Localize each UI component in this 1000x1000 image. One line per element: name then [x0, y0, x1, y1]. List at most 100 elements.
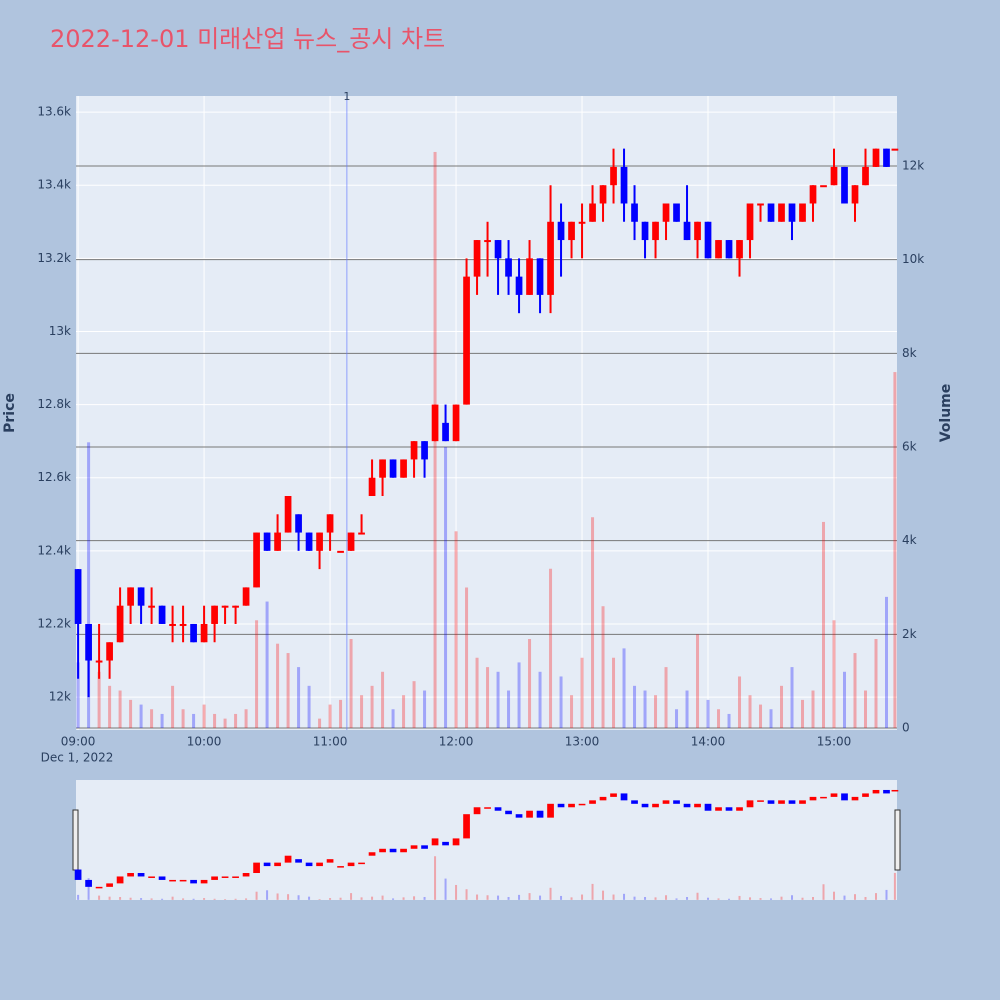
volume-bar-mini [633, 896, 636, 900]
volume-bar [853, 653, 857, 728]
volume-bar-mini [560, 895, 563, 900]
volume-bar-mini [801, 897, 804, 900]
volume-bar-mini [791, 895, 794, 900]
candle-body-mini [557, 803, 565, 808]
candle-body-mini [526, 810, 533, 818]
candle-body [683, 221, 691, 241]
plot-area [76, 96, 897, 730]
volume-bar-mini [98, 895, 101, 900]
candle-body [127, 587, 134, 606]
candle-body-mini [830, 793, 838, 797]
x-tick-label: 13:00 [565, 735, 600, 749]
candle-body [536, 258, 544, 295]
candle-body [547, 221, 554, 295]
candle-body [473, 240, 481, 277]
candle-body [610, 166, 617, 186]
y-tick-label: 13.6k [37, 105, 71, 119]
volume-bar-mini [371, 896, 374, 900]
volume-bar-mini [612, 894, 615, 900]
volume-bar [832, 620, 836, 728]
candle-body-mini [431, 838, 439, 846]
volume-bar-mini [570, 897, 573, 900]
slider-handle[interactable] [72, 809, 79, 871]
candle-body-mini [683, 803, 691, 808]
candle-body-mini [589, 800, 596, 804]
y-tick-label: 13.4k [37, 178, 71, 192]
candle-body [599, 185, 607, 204]
candle-body-mini [295, 859, 302, 863]
volume-bar [349, 639, 353, 728]
volume-bar-mini [119, 897, 122, 900]
volume-bar-mini [497, 895, 500, 900]
volume-bar [139, 704, 143, 728]
volume-bar-mini [213, 898, 216, 900]
candle-body-mini [232, 876, 239, 878]
volume-bar-mini [171, 896, 174, 900]
candle-body-mini [410, 845, 418, 849]
candle-body [746, 203, 754, 241]
candle-body-mini [673, 800, 680, 804]
volume-bar [580, 657, 584, 728]
candle-body [452, 404, 460, 442]
volume-bar [318, 718, 322, 728]
candle-body [106, 642, 113, 661]
candle-body-mini [253, 862, 260, 874]
candle-body-mini [221, 876, 229, 878]
volume-bar-mini [885, 889, 888, 900]
volume-bar [496, 671, 500, 728]
y-tick-label: 13k [49, 324, 71, 338]
volume-bar-mini [780, 896, 783, 900]
volume-bar-mini [749, 897, 752, 900]
candle-body-mini [421, 845, 428, 849]
volume-bar-mini [833, 891, 836, 900]
candle-body-mini [652, 803, 659, 808]
candle-body [295, 514, 302, 533]
volume-bar [885, 596, 889, 728]
volume-bar [118, 690, 122, 728]
volume-bar [570, 695, 574, 728]
candle-body-mini [127, 873, 134, 877]
volume-bar-mini [738, 895, 741, 900]
volume-bar [328, 704, 332, 728]
volume-bar [874, 639, 878, 728]
candle-body [368, 477, 376, 496]
volume-bar-mini [150, 898, 153, 900]
range-slider[interactable] [76, 780, 897, 900]
volume-bar [276, 643, 280, 728]
volume-bar-mini [108, 896, 111, 900]
candle-body [589, 203, 596, 222]
volume-bar-mini [255, 891, 258, 900]
candle-body [631, 203, 638, 222]
candle-body [799, 203, 806, 222]
candle-body-mini [442, 841, 449, 846]
volume-bar-mini [759, 898, 762, 900]
candle-body-mini [74, 869, 82, 880]
candle-body [200, 623, 208, 643]
candle-body [526, 258, 533, 295]
slider-handle[interactable] [894, 809, 901, 871]
volume-bar-mini [654, 897, 657, 900]
candle-body-mini [274, 862, 281, 867]
volume-bar [360, 695, 364, 728]
candle-body [788, 203, 796, 222]
candle-body [778, 203, 785, 222]
candle-body [169, 623, 176, 626]
candle-body-mini [505, 810, 512, 815]
candle-body [568, 221, 575, 241]
volume-bar [633, 685, 637, 728]
volume-bar-mini [665, 895, 668, 900]
candle-body [620, 166, 628, 204]
volume-bar [255, 620, 259, 728]
candle-body [85, 623, 92, 661]
volume-bar-mini [203, 898, 206, 900]
volume-bar-mini [266, 890, 269, 900]
candle-body-mini [778, 800, 785, 804]
volume-bar-mini [87, 878, 90, 900]
volume-bar-mini [644, 897, 647, 900]
candle-body-mini [809, 796, 817, 801]
candle-body [484, 240, 491, 243]
candle-body [179, 623, 187, 626]
candle-body-mini [757, 800, 764, 802]
candle-body [841, 166, 848, 204]
candle-body [557, 221, 565, 241]
